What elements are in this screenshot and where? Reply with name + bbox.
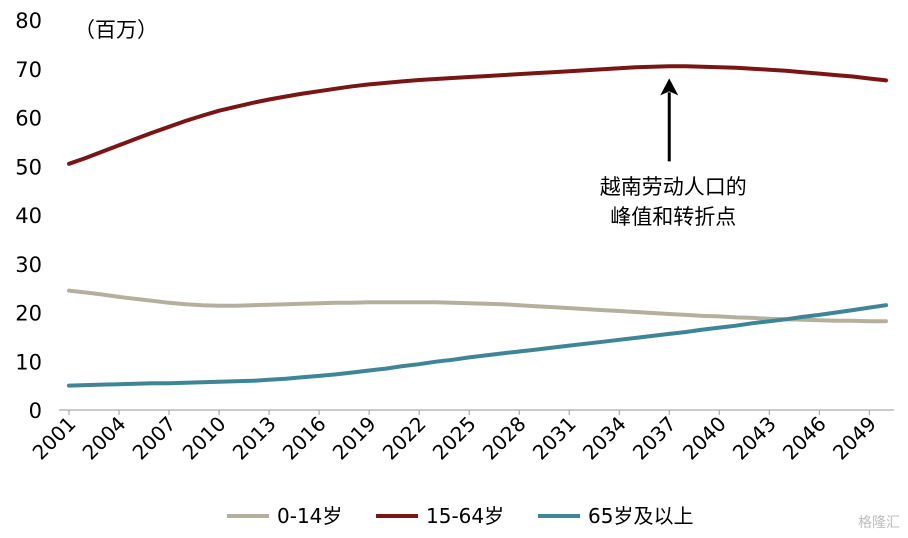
series-lines: [67, 64, 888, 388]
legend: 0-14岁 15-64岁 65岁及以上: [227, 504, 693, 528]
x-tick-label: 2019: [328, 412, 381, 465]
x-tick-label: 2043: [728, 412, 781, 465]
x-tick-label: 2037: [628, 412, 681, 465]
series-line: [67, 303, 888, 388]
annotation-text-line: 越南劳动人口的: [600, 175, 747, 199]
x-tick-label: 2007: [128, 412, 181, 465]
x-tick-label: 2049: [828, 412, 881, 465]
y-tick-label: 60: [15, 107, 42, 131]
x-tick-label: 2016: [278, 412, 331, 465]
y-tick-label: 80: [15, 9, 42, 33]
annotation-text-line: 峰值和转折点: [610, 205, 736, 229]
y-tick-label: 0: [29, 399, 42, 423]
x-tick-label: 2013: [228, 412, 281, 465]
legend-label: 0-14岁: [277, 504, 342, 528]
legend-label: 15-64岁: [426, 504, 504, 528]
y-tick-label: 70: [15, 58, 42, 82]
x-tick-label: 2031: [528, 412, 581, 465]
x-tick-label: 2034: [578, 412, 631, 465]
y-tick-label: 50: [15, 155, 42, 179]
annotation-arrowhead: [660, 78, 679, 96]
x-tick-label: 2004: [78, 412, 131, 465]
x-tick-label: 2046: [778, 412, 831, 465]
x-tick-label: 2040: [678, 412, 731, 465]
y-tick-label: 20: [15, 302, 42, 326]
series-line: [67, 288, 888, 324]
watermark-logo: 格隆汇: [858, 515, 900, 531]
y-axis: 0 10 20 30 40 50 60 70 80: [15, 9, 42, 423]
y-tick-label: 40: [15, 204, 42, 228]
y-unit-label: （百万）: [74, 18, 158, 42]
y-tick-label: 30: [15, 253, 42, 277]
series-line: [67, 64, 888, 166]
x-tick-label: 2022: [378, 412, 431, 465]
legend-label: 65岁及以上: [588, 504, 693, 528]
x-tick-label: 2010: [178, 412, 231, 465]
x-axis: 2001200420072010201320162019202220252028…: [28, 410, 881, 465]
y-tick-label: 10: [15, 350, 42, 374]
x-tick-label: 2028: [478, 412, 531, 465]
x-tick-label: 2025: [428, 412, 481, 465]
